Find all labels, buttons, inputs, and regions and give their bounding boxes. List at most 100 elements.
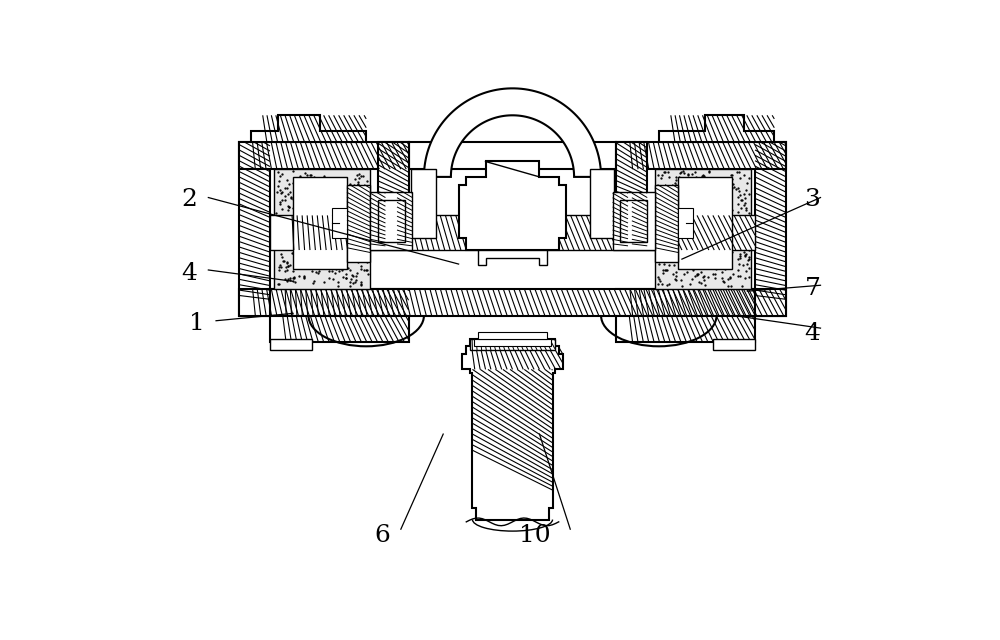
Point xyxy=(714,266,730,276)
Point xyxy=(677,240,693,250)
Point xyxy=(659,280,675,291)
Point xyxy=(730,271,746,282)
Point xyxy=(309,186,325,196)
Point xyxy=(316,193,332,203)
Bar xyxy=(613,192,655,250)
Point xyxy=(315,262,331,272)
Point xyxy=(741,189,757,199)
Point xyxy=(651,239,667,250)
Point xyxy=(689,269,705,280)
Point xyxy=(299,177,315,188)
Point xyxy=(286,272,302,282)
Point xyxy=(269,237,285,248)
Point xyxy=(307,253,323,263)
Point xyxy=(323,237,339,248)
Point xyxy=(661,279,677,289)
Point xyxy=(703,242,719,252)
Point xyxy=(725,269,741,279)
Point xyxy=(671,172,687,182)
Point xyxy=(728,240,744,250)
Point xyxy=(714,179,730,189)
Point xyxy=(697,203,713,213)
Point xyxy=(711,205,727,215)
Point xyxy=(272,197,288,207)
Point xyxy=(673,243,689,253)
Point xyxy=(316,170,332,180)
Point xyxy=(703,203,719,213)
Polygon shape xyxy=(424,88,601,177)
Point xyxy=(322,246,338,256)
Bar xyxy=(378,200,405,243)
Point xyxy=(684,274,700,284)
Point xyxy=(656,228,672,238)
Point xyxy=(661,189,677,199)
Point xyxy=(676,245,692,255)
Point xyxy=(354,247,370,257)
Point xyxy=(686,195,702,205)
Point xyxy=(360,185,376,195)
Point xyxy=(676,211,692,221)
Point xyxy=(658,265,674,275)
Point xyxy=(297,198,313,208)
Point xyxy=(355,203,371,213)
Text: 10: 10 xyxy=(519,524,551,547)
Point xyxy=(282,234,298,244)
Point xyxy=(289,252,305,262)
Point xyxy=(676,232,692,243)
Point xyxy=(723,221,739,231)
Point xyxy=(277,266,293,276)
Point xyxy=(738,185,754,195)
Point xyxy=(699,190,715,200)
Point xyxy=(650,273,666,283)
Point xyxy=(708,177,724,187)
Point xyxy=(707,269,723,279)
Point xyxy=(294,207,310,217)
Point xyxy=(720,274,736,284)
Point xyxy=(274,239,290,249)
Point xyxy=(719,212,735,222)
Point xyxy=(685,234,701,244)
Point xyxy=(347,277,363,287)
Point xyxy=(338,243,354,253)
Point xyxy=(359,245,375,255)
Point xyxy=(271,224,287,234)
Point xyxy=(329,186,345,196)
Point xyxy=(277,183,293,193)
Point xyxy=(679,266,695,276)
Point xyxy=(719,237,735,247)
Point xyxy=(721,259,737,269)
Point xyxy=(660,219,676,229)
Point xyxy=(732,253,748,264)
Point xyxy=(323,209,339,220)
Point xyxy=(275,256,291,266)
Point xyxy=(669,240,685,250)
Point xyxy=(271,262,287,272)
Point xyxy=(680,207,696,217)
Point xyxy=(692,191,708,201)
Point xyxy=(351,225,367,235)
Point xyxy=(300,228,316,239)
Point xyxy=(661,186,677,196)
Point xyxy=(720,198,736,208)
Point xyxy=(343,212,359,222)
Point xyxy=(355,171,371,181)
Point xyxy=(296,200,312,210)
Point xyxy=(731,239,747,250)
Point xyxy=(668,275,684,285)
Point xyxy=(710,259,726,269)
Point xyxy=(326,204,342,214)
Point xyxy=(736,200,752,210)
Point xyxy=(343,207,359,217)
Point xyxy=(735,216,751,227)
Point xyxy=(326,198,342,208)
Point xyxy=(327,215,343,225)
Polygon shape xyxy=(459,161,566,250)
Point xyxy=(739,239,755,250)
Point xyxy=(706,208,722,218)
Point xyxy=(300,232,316,243)
Point xyxy=(683,198,699,209)
Point xyxy=(729,241,745,251)
Point xyxy=(324,266,340,276)
Text: 2: 2 xyxy=(181,189,197,211)
Point xyxy=(714,203,730,213)
